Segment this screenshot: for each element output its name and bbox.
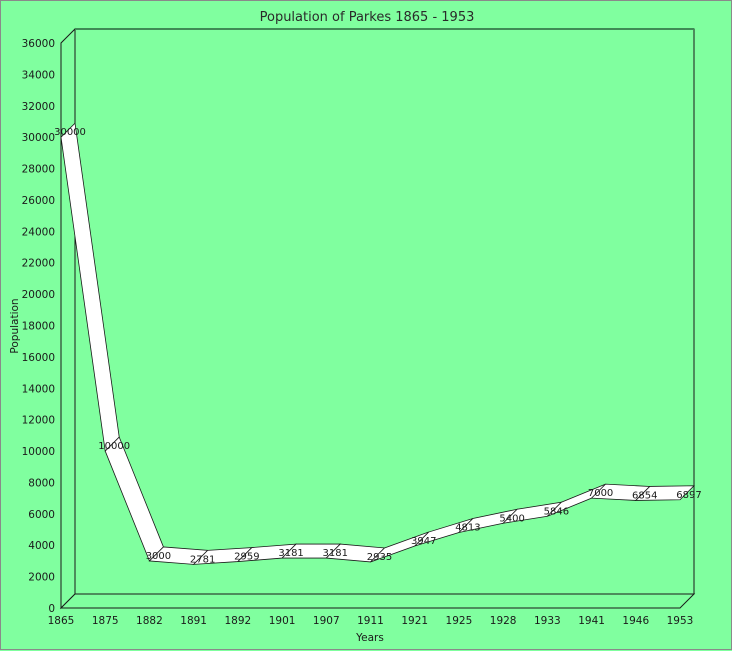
y-tick-label: 6000 bbox=[28, 509, 55, 521]
x-tick-label: 1928 bbox=[490, 615, 517, 627]
x-tick-label: 1892 bbox=[224, 615, 251, 627]
x-tick-label: 1925 bbox=[446, 615, 473, 627]
x-tick-label: 1891 bbox=[180, 615, 207, 627]
y-tick-label: 32000 bbox=[22, 101, 55, 113]
data-label: 3000 bbox=[146, 551, 171, 562]
x-tick-label: 1875 bbox=[92, 615, 119, 627]
data-label: 5846 bbox=[544, 506, 569, 517]
y-tick-label: 18000 bbox=[22, 321, 55, 333]
y-tick-label: 24000 bbox=[22, 226, 55, 238]
data-label: 3181 bbox=[323, 548, 348, 559]
data-labels: 30000 10000 3000 2781 2959 3181 3181 2935 3947 48… bbox=[54, 127, 702, 565]
data-label: 30000 bbox=[54, 127, 86, 138]
y-tick-label: 0 bbox=[48, 603, 55, 615]
x-tick-label: 1941 bbox=[578, 615, 605, 627]
data-label: 3181 bbox=[278, 548, 303, 559]
x-tick-label: 1865 bbox=[48, 615, 75, 627]
y-tick-label: 28000 bbox=[22, 164, 55, 176]
y-tick-label: 34000 bbox=[22, 69, 55, 81]
data-label: 3947 bbox=[411, 536, 436, 547]
data-label: 4813 bbox=[455, 522, 480, 533]
x-tick-label: 1911 bbox=[357, 615, 384, 627]
data-label: 6897 bbox=[676, 490, 701, 501]
y-tick-label: 10000 bbox=[22, 446, 55, 458]
y-tick-label: 4000 bbox=[28, 540, 55, 552]
x-tick-label: 1933 bbox=[534, 615, 561, 627]
y-tick-label: 2000 bbox=[28, 572, 55, 584]
plot-walls bbox=[59, 27, 696, 610]
x-tick-label: 1907 bbox=[313, 615, 340, 627]
y-tick-label: 20000 bbox=[22, 289, 55, 301]
data-label: 7000 bbox=[588, 488, 613, 499]
x-tick-label: 1901 bbox=[269, 615, 296, 627]
chart-title: Population of Parkes 1865 - 1953 bbox=[260, 10, 475, 25]
data-label: 10000 bbox=[98, 441, 130, 452]
y-tick-label: 14000 bbox=[22, 383, 55, 395]
x-axis-title: Years bbox=[355, 632, 384, 644]
y-axis-ticks: 0 2000 4000 6000 8000 10000 12000 14000 16000 180… bbox=[22, 38, 55, 615]
x-tick-label: 1882 bbox=[136, 615, 163, 627]
ribbon-segment bbox=[634, 485, 695, 501]
y-tick-label: 16000 bbox=[22, 352, 55, 364]
y-tick-label: 36000 bbox=[22, 38, 55, 50]
y-tick-label: 26000 bbox=[22, 195, 55, 207]
x-tick-label: 1921 bbox=[401, 615, 428, 627]
y-tick-label: 22000 bbox=[22, 258, 55, 270]
data-label: 5400 bbox=[499, 513, 524, 524]
data-label: 6854 bbox=[632, 490, 657, 501]
y-axis-title: Population bbox=[9, 298, 21, 353]
x-axis-ticks: 1865 1875 1882 1891 1892 1901 1907 1911 1921 1925… bbox=[48, 615, 694, 627]
data-label: 2935 bbox=[367, 552, 392, 563]
data-label: 2781 bbox=[190, 554, 215, 565]
y-tick-label: 8000 bbox=[28, 477, 55, 489]
data-label: 2959 bbox=[234, 552, 259, 563]
population-ribbon bbox=[60, 122, 695, 565]
y-tick-label: 30000 bbox=[22, 132, 55, 144]
y-tick-label: 12000 bbox=[22, 415, 55, 427]
x-tick-label: 1953 bbox=[667, 615, 694, 627]
x-tick-label: 1946 bbox=[622, 615, 649, 627]
